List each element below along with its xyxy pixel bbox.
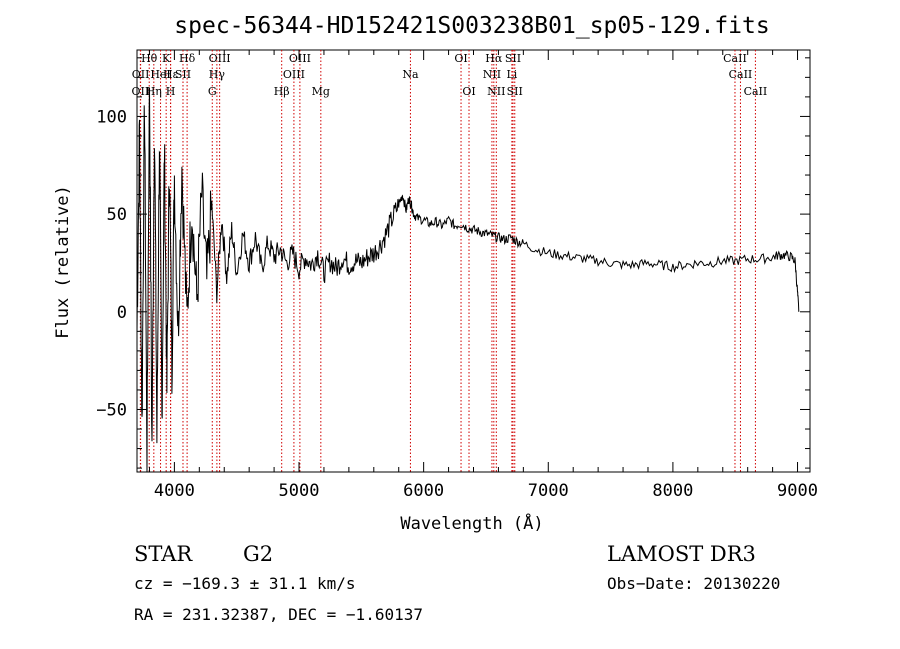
line-label-24: Li <box>506 68 517 81</box>
y-tick-label: 0 <box>117 303 127 323</box>
x-tick-label: 5000 <box>279 481 320 501</box>
x-tick-label: 9000 <box>777 481 818 501</box>
x-tick-label: 8000 <box>652 481 693 501</box>
line-label-1: OII <box>132 85 150 98</box>
line-label-18: OI <box>454 52 467 65</box>
line-label-16: Mg <box>312 85 330 98</box>
line-label-22: NII <box>487 85 505 98</box>
plot-frame <box>136 49 811 473</box>
y-tick-label: 50 <box>107 205 127 225</box>
x-tick-label: 7000 <box>528 481 569 501</box>
line-label-21: NII <box>483 68 501 81</box>
line-label-7: HeI <box>150 68 170 81</box>
line-label-15: OIII <box>289 52 311 65</box>
y-tick-label: −50 <box>96 400 127 420</box>
spectrum-line-0 <box>136 87 800 473</box>
line-label-23: SII <box>505 52 521 65</box>
plot-border <box>136 49 811 473</box>
line-label-14: OIII <box>283 68 305 81</box>
line-label-2: Hη <box>146 85 162 98</box>
x-axis-label: Wavelength (Å) <box>400 512 543 534</box>
spectrum-series <box>136 87 800 473</box>
line-label-13: Hβ <box>274 85 290 98</box>
spectral-line-markers <box>139 50 756 472</box>
line-label-19: OI <box>462 85 475 98</box>
x-tick-label: 6000 <box>403 481 444 501</box>
line-label-4: H <box>166 85 176 98</box>
line-label-11: Hγ <box>209 68 226 81</box>
line-label-17: Na <box>402 68 419 81</box>
x-tick-label: 4000 <box>154 481 195 501</box>
line-label-6: OII <box>132 68 150 81</box>
line-label-12: G <box>208 85 217 98</box>
subclass: G2 <box>243 542 273 566</box>
survey-name: LAMOST DR3 <box>607 542 756 566</box>
line-label-10: OIII <box>209 52 231 65</box>
line-label-25: SII <box>507 85 523 98</box>
line-label-0: Hθ <box>141 52 158 65</box>
y-tick-label: 100 <box>96 107 127 127</box>
coordinates: RA = 231.32387, DEC = −1.60137 <box>134 605 423 624</box>
line-label-20: Hα <box>485 52 503 65</box>
object-type: STAR <box>134 542 193 566</box>
line-label-26: CaII <box>723 52 747 65</box>
redshift-cz: cz = −169.3 ± 31.1 km/s <box>134 574 356 593</box>
line-label-28: CaII <box>744 85 768 98</box>
obs-date: Obs−Date: 20130220 <box>607 574 780 593</box>
line-label-5: Hε <box>163 68 179 81</box>
line-label-3: K <box>162 52 171 65</box>
y-axis-label: Flux (relative) <box>53 185 73 339</box>
x-axis-ticks: 4000 5000 6000 7000 8000 9000 <box>148 50 818 501</box>
chart-title: spec-56344-HD152421S003238B01_sp05-129.f… <box>174 13 769 39</box>
line-label-27: CaII <box>729 68 753 81</box>
y-axis-ticks: −50 0 50 100 <box>96 57 810 469</box>
line-label-9: Hδ <box>179 52 196 65</box>
line-label-8: SII <box>175 68 191 81</box>
